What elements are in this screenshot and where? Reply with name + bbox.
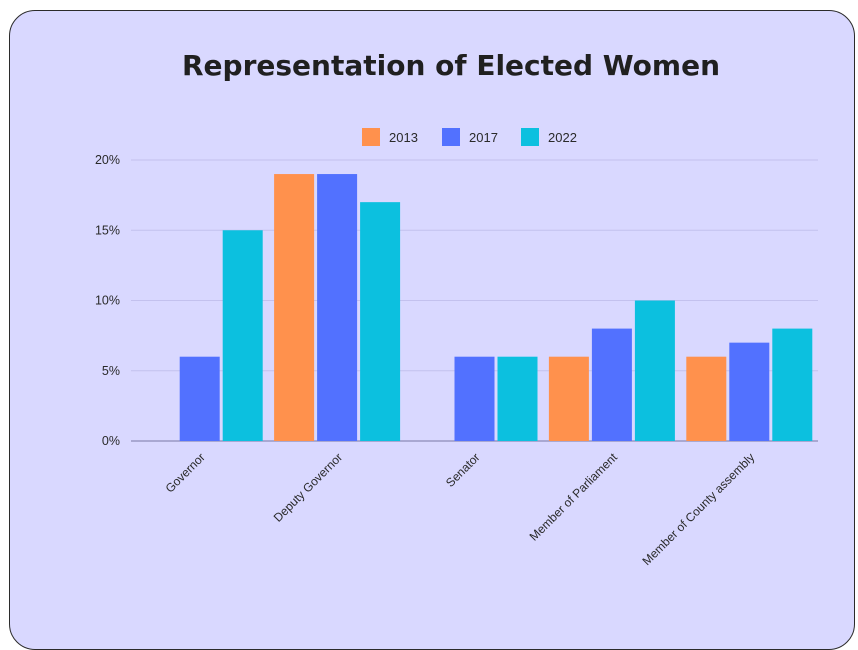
x-category-label: Governor — [163, 450, 208, 495]
bar — [179, 356, 220, 441]
y-tick-label: 5% — [102, 364, 120, 378]
legend-label: 2022 — [548, 130, 577, 145]
bars — [179, 174, 813, 442]
x-axis-categories: Governor Deputy Governor Senator Member of … — [163, 450, 758, 568]
legend-swatch — [362, 128, 380, 146]
x-category-label: Deputy Governor — [271, 450, 346, 525]
y-tick-label: 0% — [102, 434, 120, 448]
bar — [360, 202, 401, 441]
chart-title: Representation of Elected Women — [182, 49, 720, 82]
chart-card — [9, 10, 855, 650]
x-category-label: Member of County assembly — [640, 450, 758, 568]
bar — [317, 174, 358, 442]
legend-swatch — [442, 128, 460, 146]
bar — [274, 174, 315, 442]
bar — [729, 342, 770, 441]
legend-label: 2013 — [389, 130, 418, 145]
bar — [497, 356, 538, 441]
bar — [591, 328, 632, 441]
bar-chart: Representation of Elected Women 2013 2017… — [95, 49, 818, 568]
bar — [222, 230, 263, 441]
y-tick-label: 10% — [95, 294, 120, 308]
bar — [634, 300, 675, 441]
x-category-label: Member of Parliament — [527, 450, 621, 544]
y-axis-ticks: 0% 5% 10% 15% 20% — [95, 153, 120, 448]
y-tick-label: 20% — [95, 153, 120, 167]
legend: 2013 2017 2022 — [362, 128, 577, 146]
bar — [548, 356, 589, 441]
bar — [454, 356, 495, 441]
legend-swatch — [521, 128, 539, 146]
x-category-label: Senator — [443, 450, 483, 490]
legend-label: 2017 — [469, 130, 498, 145]
y-tick-label: 15% — [95, 223, 120, 237]
bar — [686, 356, 727, 441]
bar — [772, 328, 813, 441]
